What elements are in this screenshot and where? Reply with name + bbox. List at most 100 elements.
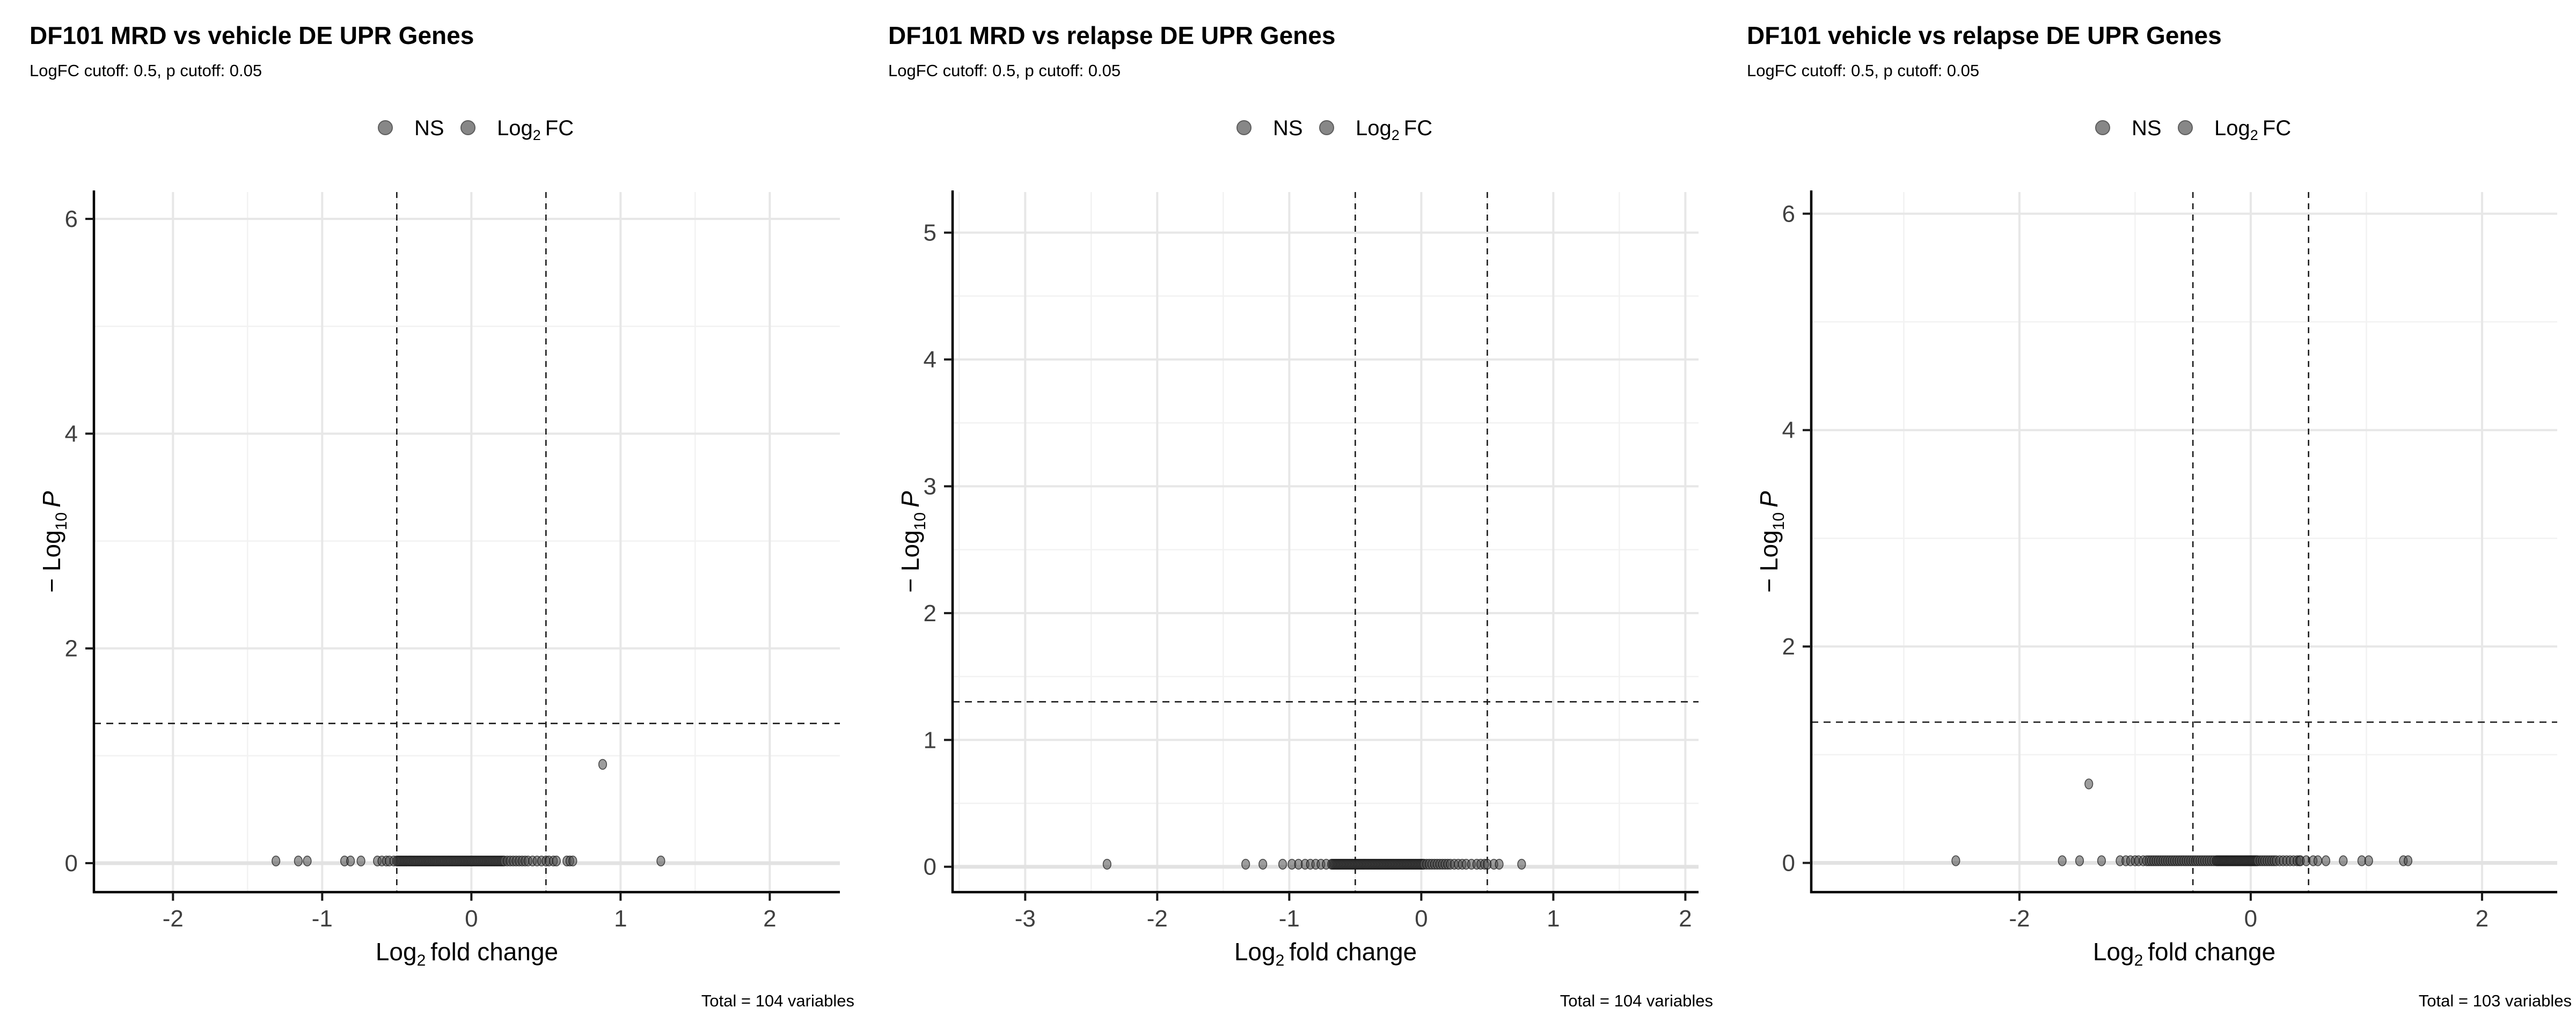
grid-major: [953, 192, 1699, 892]
data-point: [2313, 855, 2323, 866]
grid-major: [94, 192, 840, 892]
data-points: [272, 759, 665, 867]
legend: NS Log2 FC: [378, 116, 574, 143]
data-point: [2364, 855, 2373, 866]
caption-total-variables: Total = 104 variables: [1560, 991, 1713, 1010]
y-tick-label: 4: [924, 347, 936, 373]
axes: [951, 190, 1699, 894]
data-points: [1951, 778, 2413, 866]
data-point: [1102, 858, 1111, 870]
data-point: [1258, 858, 1268, 870]
grid-major: [1811, 192, 2557, 892]
legend-ns-label: NS: [1273, 116, 1303, 140]
x-axis-title: Log2 fold change: [376, 938, 558, 969]
x-tick-label: -1: [312, 906, 333, 932]
data-point: [552, 855, 561, 867]
legend-ns-label: NS: [414, 116, 444, 140]
data-point: [294, 855, 303, 867]
y-tick-label: 0: [1782, 850, 1795, 877]
legend-log2fc-dot-icon: [1319, 120, 1334, 135]
data-point: [1278, 858, 1287, 870]
plot-area: 0 1 2 3 4 5 -3 -2 -1 0 1 2: [924, 190, 1699, 932]
cutoff-lines: [953, 192, 1699, 892]
y-tick-label: 2: [1782, 634, 1795, 660]
data-point: [2075, 855, 2084, 866]
x-tick-label: -3: [1015, 906, 1036, 932]
data-point: [598, 759, 608, 770]
y-tick-label: 1: [924, 727, 936, 753]
plot-subtitle: LogFC cutoff: 0.5, p cutoff: 0.05: [30, 61, 262, 80]
data-point: [303, 855, 312, 867]
tick-marks-and-labels: 0 2 4 6 -2 -1 0 1 2: [65, 206, 777, 932]
legend-ns-dot-icon: [1236, 120, 1252, 135]
volcano-plot-mrd-vs-relapse: DF101 MRD vs relapse DE UPR Genes LogFC …: [859, 0, 1717, 1030]
x-tick-label: -1: [1279, 906, 1300, 932]
data-point: [1951, 855, 1960, 866]
y-tick-label: 6: [1782, 201, 1795, 227]
y-tick-label: 0: [65, 850, 78, 877]
data-point: [656, 855, 665, 867]
y-tick-label: 6: [65, 206, 78, 232]
data-point: [2084, 778, 2094, 790]
plot-title: DF101 MRD vs vehicle DE UPR Genes: [30, 21, 474, 49]
plot-subtitle: LogFC cutoff: 0.5, p cutoff: 0.05: [888, 61, 1121, 80]
x-tick-label: 0: [2244, 906, 2257, 932]
data-point: [2403, 855, 2413, 866]
caption-total-variables: Total = 104 variables: [701, 991, 854, 1010]
x-tick-label: 0: [465, 906, 478, 932]
data-point: [346, 855, 355, 867]
y-axis-title: − Log10P: [38, 491, 70, 593]
data-point: [272, 855, 281, 867]
data-point: [2097, 855, 2106, 866]
grid-minor: [1811, 192, 2557, 892]
legend-ns-label: NS: [2132, 116, 2162, 140]
x-tick-label: 2: [2476, 906, 2489, 932]
legend: NS Log2 FC: [2095, 116, 2291, 143]
data-point: [2339, 855, 2348, 866]
data-point: [1495, 858, 1504, 870]
y-tick-label: 4: [65, 421, 78, 447]
legend-log2fc-label: Log2 FC: [497, 116, 574, 143]
x-axis-title: Log2 fold change: [2093, 938, 2275, 969]
y-tick-label: 5: [924, 220, 936, 246]
y-axis-title: − Log10P: [896, 491, 929, 593]
legend: NS Log2 FC: [1236, 116, 1432, 143]
data-point: [356, 855, 365, 867]
legend-log2fc-label: Log2 FC: [1356, 116, 1432, 143]
data-point: [1517, 858, 1526, 870]
data-point: [1241, 858, 1250, 870]
axes: [92, 190, 840, 894]
data-point: [2058, 855, 2067, 866]
data-point: [568, 855, 577, 867]
y-tick-label: 2: [65, 636, 78, 662]
grid-minor: [94, 192, 840, 892]
tick-marks-and-labels: 0 2 4 6 -2 0 2: [1782, 201, 2489, 932]
plot-title: DF101 MRD vs relapse DE UPR Genes: [888, 21, 1335, 49]
x-tick-label: 2: [763, 906, 776, 932]
data-points: [1102, 858, 1526, 870]
x-tick-label: 0: [1415, 906, 1428, 932]
plot-area: 0 2 4 6 -2 0 2: [1782, 190, 2557, 932]
plot-title: DF101 vehicle vs relapse DE UPR Genes: [1747, 21, 2222, 49]
y-tick-label: 2: [924, 600, 936, 627]
legend-log2fc-label: Log2 FC: [2214, 116, 2291, 143]
x-tick-label: -2: [1147, 906, 1168, 932]
y-tick-label: 3: [924, 473, 936, 499]
y-axis-title: − Log10P: [1755, 491, 1788, 593]
x-tick-label: 1: [614, 906, 627, 932]
volcano-plot-vehicle-vs-relapse: DF101 vehicle vs relapse DE UPR Genes Lo…: [1717, 0, 2576, 1030]
x-tick-label: -2: [163, 906, 184, 932]
grid-minor: [953, 192, 1699, 892]
y-tick-label: 4: [1782, 417, 1795, 444]
volcano-plot-mrd-vs-vehicle: DF101 MRD vs vehicle DE UPR Genes LogFC …: [0, 0, 859, 1030]
caption-total-variables: Total = 103 variables: [2419, 991, 2572, 1010]
data-point: [2321, 855, 2331, 866]
x-tick-label: 2: [1679, 906, 1692, 932]
tick-marks-and-labels: 0 1 2 3 4 5 -3 -2 -1 0 1 2: [924, 220, 1692, 932]
legend-log2fc-dot-icon: [2178, 120, 2193, 135]
x-tick-label: 1: [1547, 906, 1560, 932]
x-axis-title: Log2 fold change: [1234, 938, 1417, 969]
y-tick-label: 0: [924, 854, 936, 880]
x-tick-label: -2: [2009, 906, 2030, 932]
